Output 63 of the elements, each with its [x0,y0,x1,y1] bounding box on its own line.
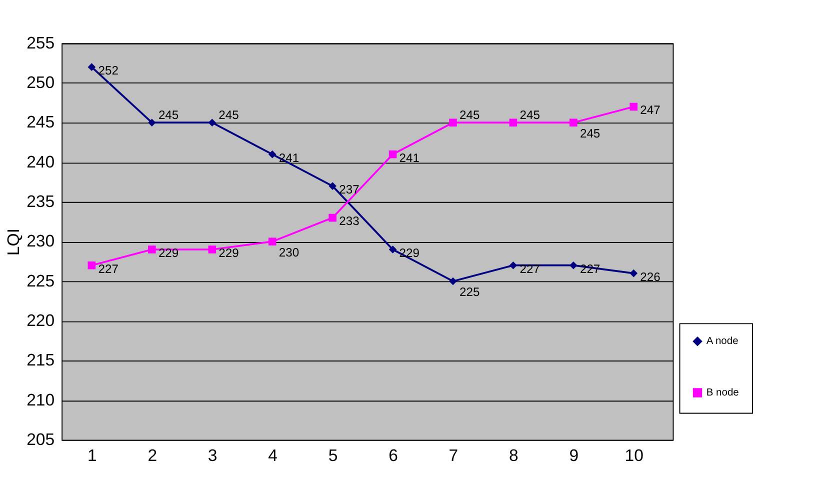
y-tick-label: 215 [26,350,55,370]
y-axis-title: LQI [4,228,24,256]
y-tick-label: 250 [26,73,55,92]
data-label: 245 [460,108,480,122]
y-tick-label: 225 [26,271,55,290]
point [509,261,518,270]
y-tick-label: 240 [26,152,55,172]
y-tick-label: 220 [26,311,55,330]
data-label: 229 [218,246,240,260]
legend-label: A node [706,336,739,348]
point [570,118,578,126]
x-tick-label: 1 [87,446,97,465]
data-label: 227 [520,262,540,276]
y-tick-label: 245 [26,112,55,132]
x-tick-label: 5 [328,446,338,465]
data-label: 241 [278,150,300,165]
x-tick-label: 3 [208,446,218,465]
point [449,118,457,126]
data-label: 245 [158,108,179,122]
x-tick-label: 9 [569,446,579,465]
y-tick-label: 235 [26,192,55,212]
point [88,63,96,71]
point [208,118,216,126]
point [449,277,457,286]
point [148,246,156,254]
legend-label: B node [706,388,740,399]
data-label: 245 [580,126,600,141]
point [268,150,276,158]
x-tick-label: 6 [388,446,398,465]
data-label: 252 [98,64,119,78]
data-label: 245 [218,108,240,122]
x-tick-label: 10 [624,446,644,465]
point [570,261,578,270]
y-tick-label: 210 [26,390,55,410]
point [268,238,276,246]
point [509,118,518,126]
y-tick-label: 205 [26,430,55,449]
point [328,214,336,222]
data-label: 227 [98,262,119,276]
x-tick-label: 7 [448,446,458,465]
point [388,150,397,158]
data-label: 241 [399,150,420,165]
data-label: 225 [460,285,480,300]
data-label: 233 [339,214,360,228]
data-label: 245 [520,108,540,122]
x-tick-label: 8 [508,446,518,465]
point [208,246,216,254]
data-label: 247 [640,103,661,118]
point [148,118,156,126]
x-tick-label: 2 [148,446,158,465]
point [630,269,638,278]
point [88,261,96,270]
point [328,182,336,190]
data-label: 237 [339,182,360,197]
x-tick-label: 4 [268,446,278,465]
point [388,246,397,254]
data-label: 229 [399,246,420,260]
point [630,102,638,111]
data-label: 226 [640,270,661,284]
data-label: 229 [158,246,179,260]
y-tick-label: 230 [26,232,55,251]
data-label: 230 [278,245,300,260]
y-tick-label: 255 [26,33,55,52]
